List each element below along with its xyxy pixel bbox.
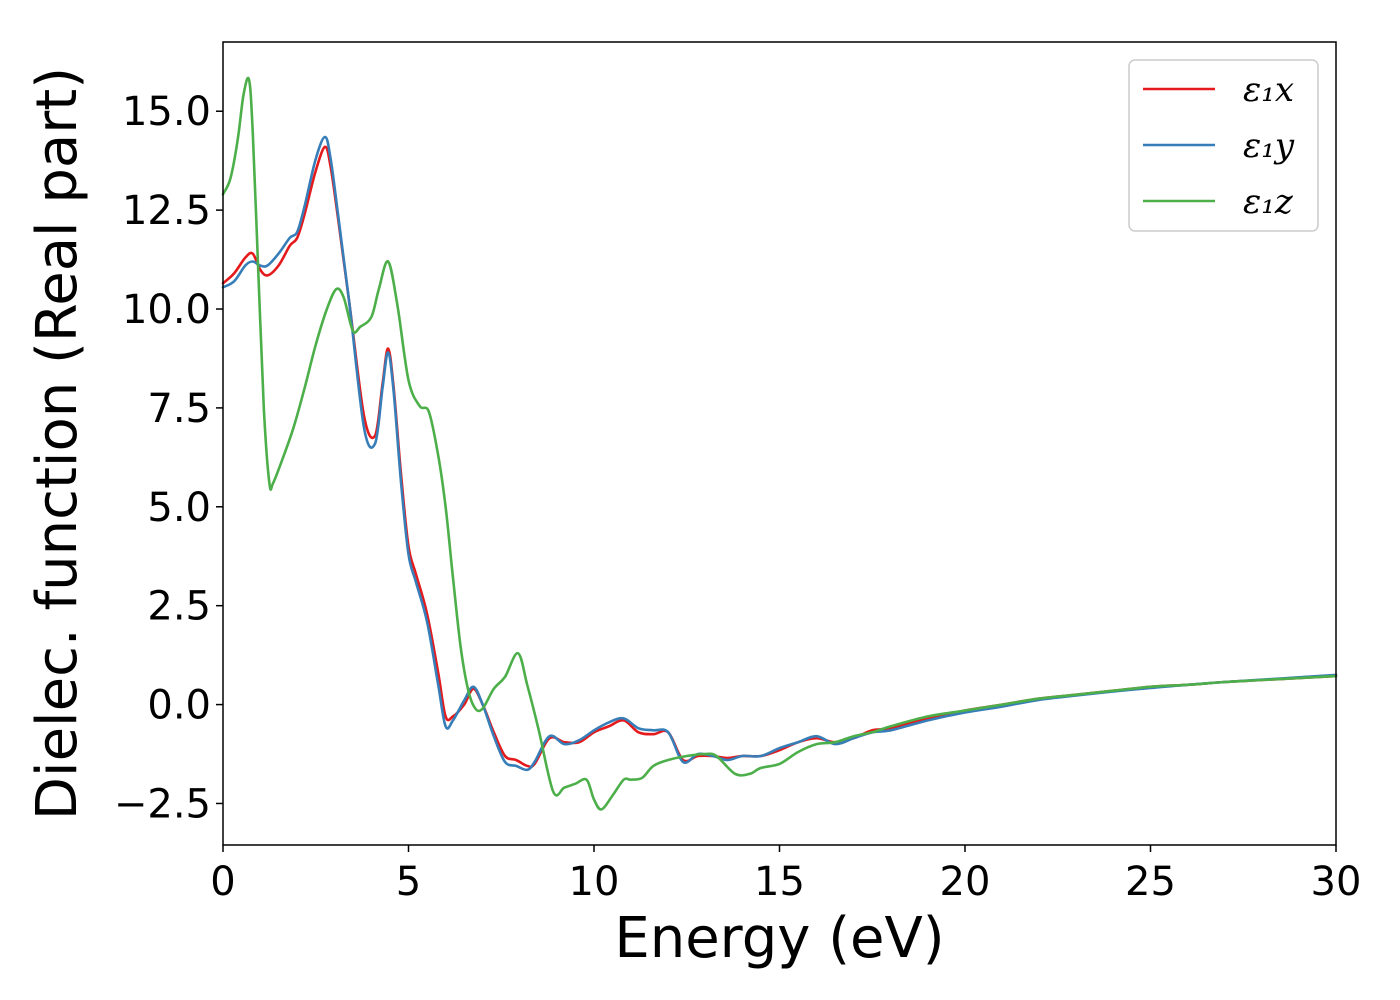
x-tick-label: 5	[396, 859, 421, 905]
legend-box	[1128, 59, 1319, 232]
y-tick-label: 5.0	[147, 485, 211, 531]
series-line-3	[221, 76, 1338, 811]
x-tick-label: 20	[940, 859, 991, 905]
y-tick-label: 12.5	[122, 188, 211, 234]
y-tick-label: 10.0	[122, 287, 211, 333]
x-tick-label: 0	[210, 859, 235, 905]
y-tick-label: 7.5	[147, 386, 211, 432]
y-tick-label: 2.5	[147, 584, 211, 630]
y-axis-ticks: −2.5 0.0 2.5 5.0 7.5 10.0 12.5 15.0	[114, 89, 223, 827]
x-tick-label: 25	[1125, 859, 1176, 905]
x-tick-label: 30	[1311, 859, 1362, 905]
legend-label-2: ε₁y	[1243, 126, 1295, 166]
x-axis-ticks: 0 5 10 15 20 25 30	[210, 845, 1361, 905]
x-tick-label: 10	[569, 859, 620, 905]
series-lines	[221, 76, 1338, 811]
y-tick-label: 0.0	[147, 683, 211, 729]
legend-label-1: ε₁x	[1243, 70, 1294, 110]
y-tick-label: 15.0	[122, 89, 211, 135]
x-tick-label: 15	[754, 859, 805, 905]
legend-label-3: ε₁z	[1243, 182, 1294, 222]
x-axis-label: Energy (eV)	[614, 906, 944, 971]
legend: ε₁x ε₁y ε₁z	[1128, 59, 1319, 232]
y-tick-label: −2.5	[114, 781, 211, 827]
series-line-2	[221, 135, 1338, 772]
y-axis-label: Dielec. function (Real part)	[25, 67, 90, 820]
